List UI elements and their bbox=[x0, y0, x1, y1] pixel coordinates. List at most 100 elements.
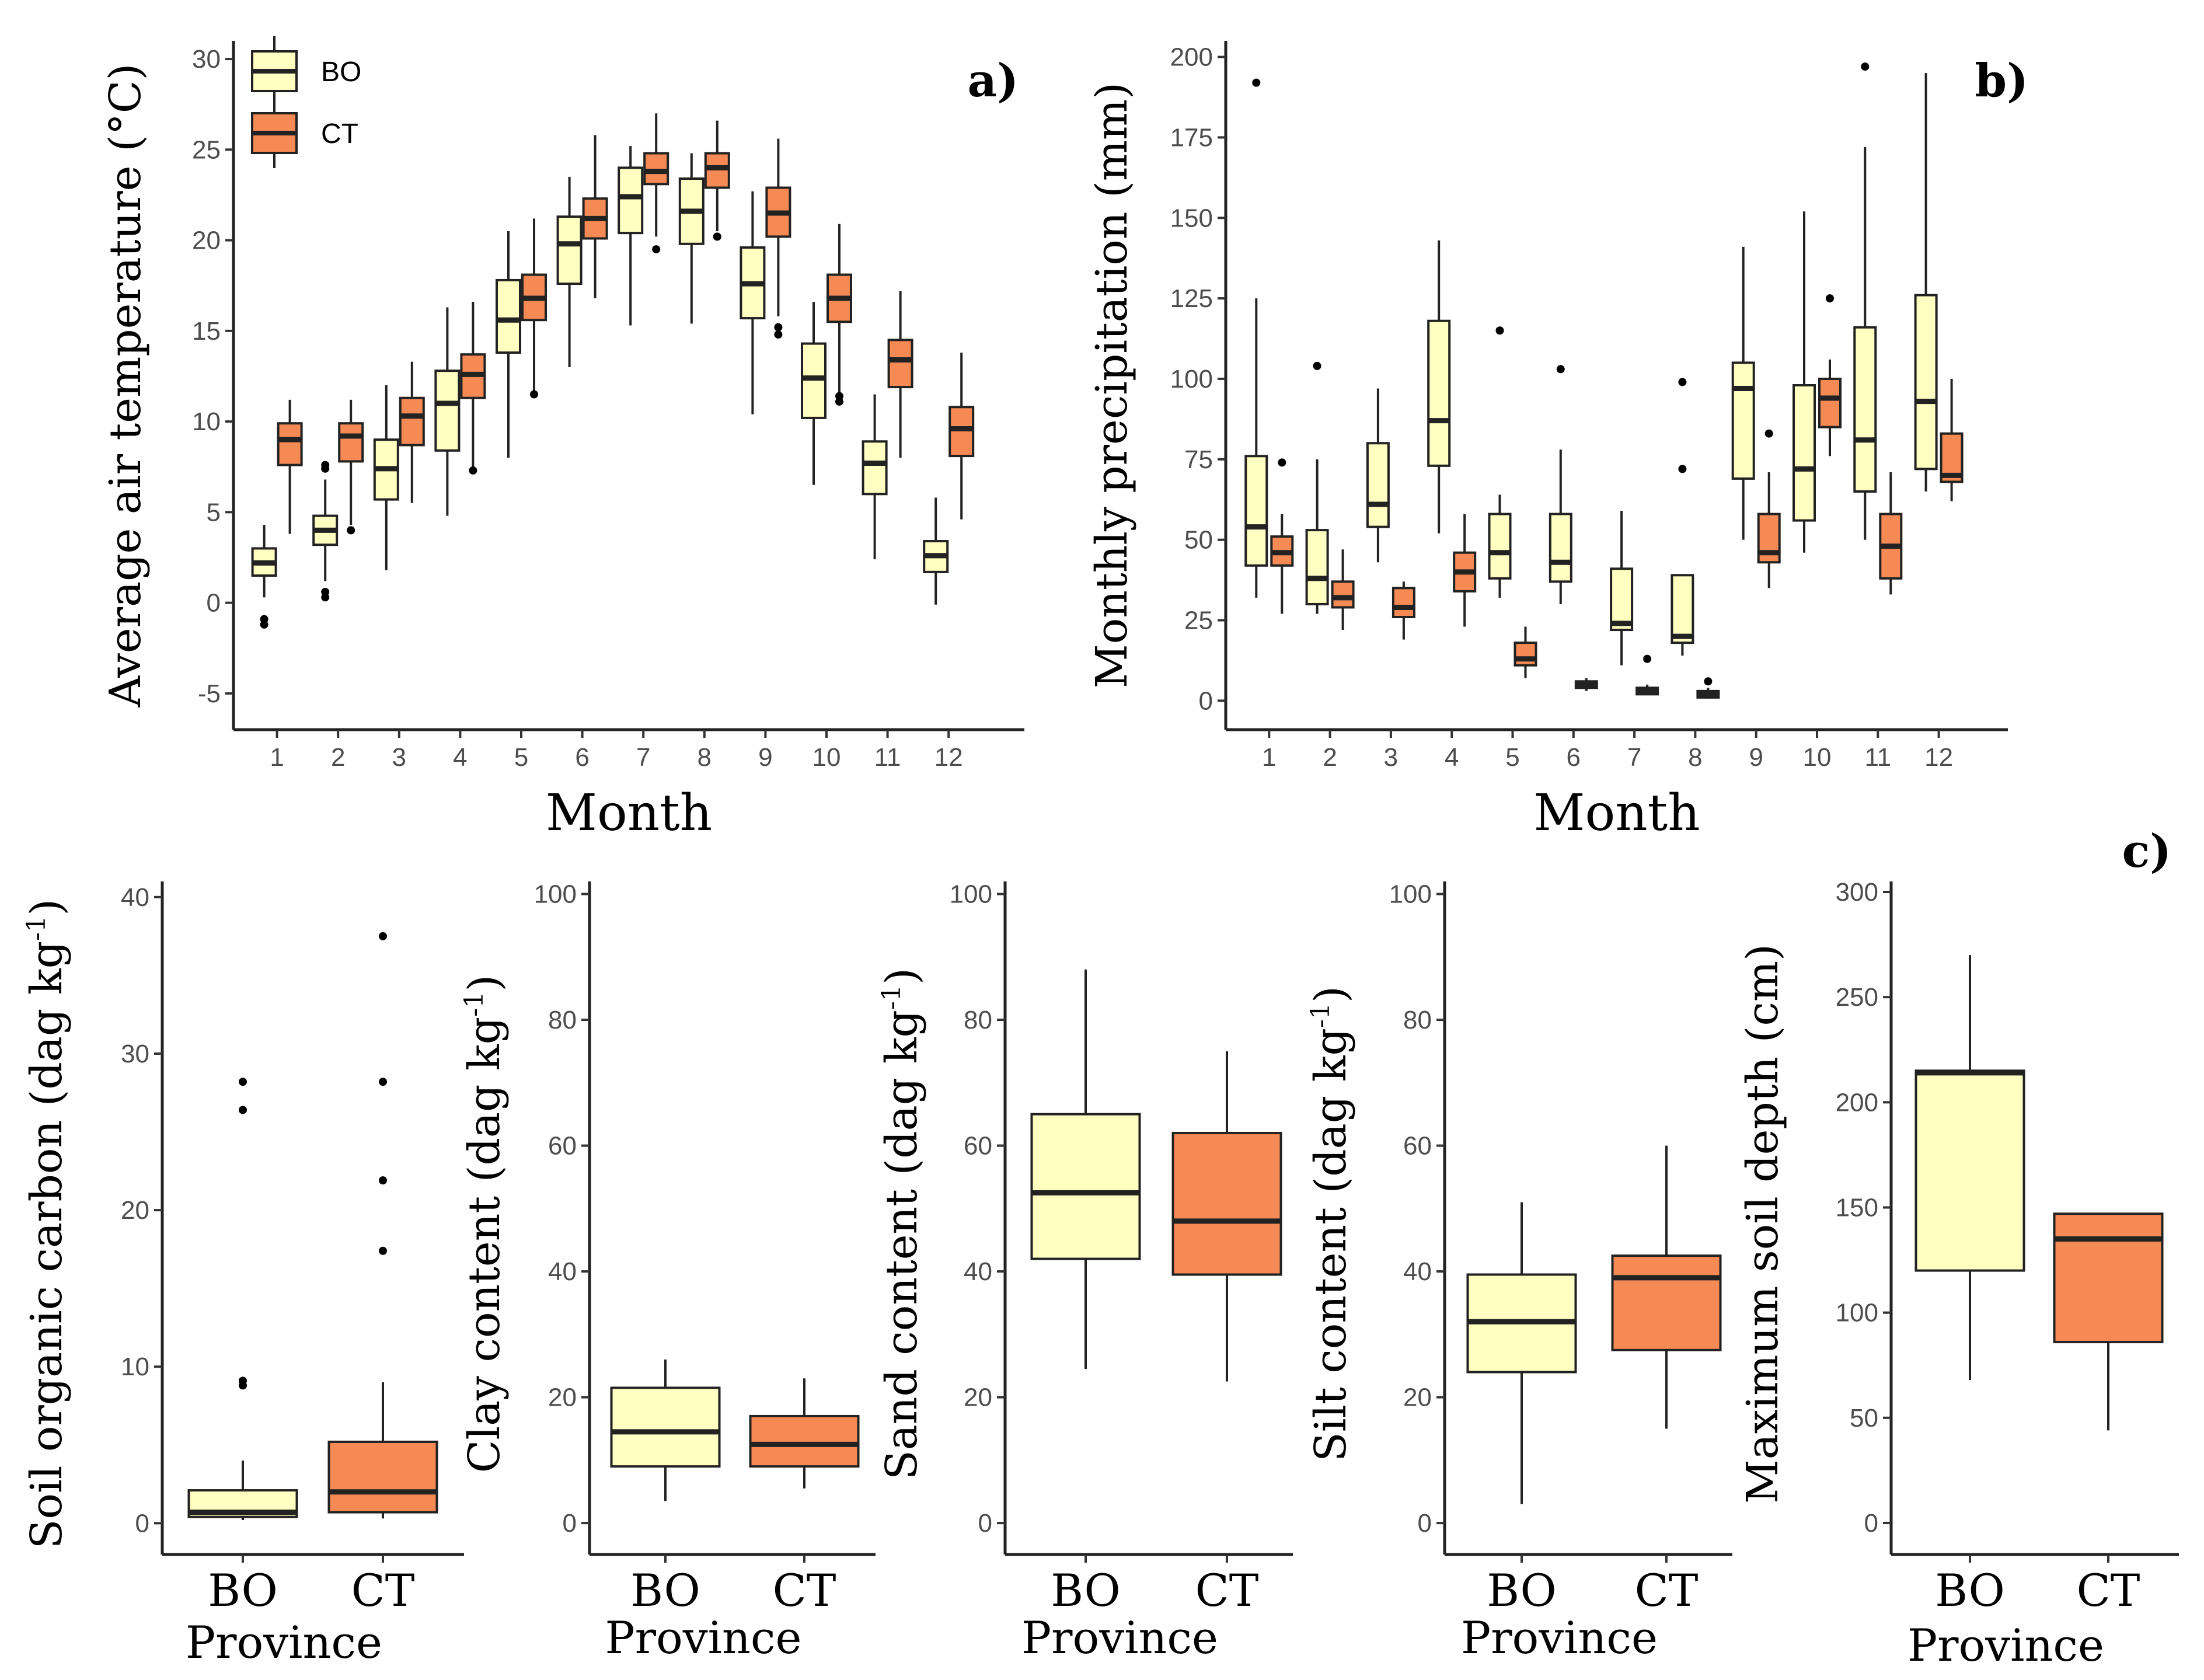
x-tick-label: 9 bbox=[758, 743, 772, 772]
y-tick-label: 40 bbox=[964, 1257, 992, 1286]
box-ct-outlier bbox=[379, 1176, 387, 1185]
box-ct-month-1-outlier bbox=[1278, 458, 1286, 467]
x-tick-label: 4 bbox=[453, 743, 467, 772]
y-tick-label: 40 bbox=[548, 1257, 577, 1286]
y-tick-label: 100 bbox=[1170, 365, 1213, 393]
box-bo-month-8-outlier bbox=[1678, 465, 1687, 473]
y-tick-label: 20 bbox=[121, 1196, 149, 1225]
y-tick-label: -5 bbox=[198, 679, 221, 708]
box-ct-month-10-outlier bbox=[835, 392, 843, 400]
y-tick-label: 40 bbox=[121, 883, 149, 912]
x-tick-label: 4 bbox=[1445, 743, 1459, 772]
y-tick-label: 60 bbox=[964, 1132, 992, 1160]
x-tick-label: 2 bbox=[331, 743, 345, 772]
y-tick-label: 15 bbox=[192, 317, 221, 346]
box-bo-month-2-outlier bbox=[321, 588, 330, 596]
y-axis-title-superscript: -1 bbox=[459, 992, 489, 1017]
box-ct-box bbox=[749, 1414, 860, 1468]
y-tick-label: 10 bbox=[121, 1353, 149, 1381]
y-tick-label: 0 bbox=[1864, 1509, 1878, 1538]
box-ct-month-9-outlier bbox=[774, 323, 783, 332]
y-tick-label: 20 bbox=[192, 226, 221, 255]
box-bo-month-11-box bbox=[862, 440, 888, 496]
y-tick-label: 5 bbox=[207, 498, 221, 527]
box-ct-month-2-box bbox=[338, 422, 364, 463]
x-axis-title: Province bbox=[186, 1616, 382, 1668]
x-tick-label: 7 bbox=[1627, 743, 1641, 772]
x-tick-label: 3 bbox=[1384, 743, 1398, 772]
box-ct-box bbox=[2053, 1212, 2164, 1344]
box-bo-month-1-outlier bbox=[1252, 78, 1261, 87]
y-tick-label: 75 bbox=[1184, 445, 1213, 474]
box-bo-month-10-box bbox=[801, 342, 827, 419]
y-axis-title-text: Silt content (dag kg bbox=[1306, 1028, 1356, 1462]
y-tick-label: 30 bbox=[192, 45, 221, 74]
box-ct-month-8-outlier bbox=[1704, 677, 1713, 686]
x-tick-label: 9 bbox=[1749, 743, 1763, 772]
x-tick-label-ct: CT bbox=[1635, 1564, 1699, 1616]
y-axis-title: Maximum soil depth (cm) bbox=[1738, 944, 1788, 1504]
box-ct-box bbox=[1611, 1254, 1722, 1351]
box-bo-month-8-outlier bbox=[1678, 378, 1687, 386]
x-tick-label-bo: BO bbox=[1935, 1564, 2005, 1616]
box-ct-outlier bbox=[379, 932, 387, 940]
y-tick-label: 20 bbox=[1403, 1383, 1432, 1412]
y-tick-label: 60 bbox=[1403, 1132, 1432, 1160]
box-bo-month-11-outlier bbox=[1861, 62, 1870, 71]
box-bo-month-5-box bbox=[496, 278, 521, 354]
box-bo-month-10-box bbox=[1793, 384, 1816, 522]
legend: BO CT bbox=[251, 36, 361, 168]
x-tick-label: 8 bbox=[1688, 743, 1702, 772]
y-axis-title-text: Average air temperature (°C) bbox=[100, 64, 151, 708]
x-tick-label: 10 bbox=[812, 743, 841, 772]
box-bo-outlier bbox=[239, 1078, 247, 1086]
x-tick-label-ct: CT bbox=[1195, 1564, 1259, 1616]
y-tick-label: 10 bbox=[192, 407, 221, 436]
y-tick-label: 80 bbox=[1403, 1006, 1432, 1034]
x-tick-label: 6 bbox=[575, 743, 589, 772]
y-axis-title-superscript: -1 bbox=[877, 985, 906, 1010]
y-axis-title-text: Clay content (dag kg bbox=[459, 1017, 510, 1473]
x-axis-title: Province bbox=[1461, 1612, 1658, 1664]
y-axis-title-text: Sand content (dag kg bbox=[877, 1010, 927, 1480]
y-tick-label: 0 bbox=[978, 1509, 992, 1538]
box-ct-month-2-outlier bbox=[347, 526, 355, 535]
x-tick-label: 1 bbox=[270, 743, 284, 772]
box-bo-month-7-box bbox=[618, 166, 644, 235]
box-ct-box bbox=[1171, 1132, 1282, 1276]
x-tick-label: 11 bbox=[1864, 743, 1891, 772]
x-tick-label: 11 bbox=[874, 743, 901, 772]
x-tick-label: 5 bbox=[514, 743, 528, 772]
x-tick-label: 12 bbox=[934, 743, 963, 772]
y-tick-label: 50 bbox=[1184, 526, 1213, 555]
box-bo-month-8-box bbox=[1671, 574, 1694, 644]
y-axis-title-tail: ) bbox=[1306, 986, 1356, 1003]
y-axis-title-superscript: -1 bbox=[1306, 1003, 1335, 1028]
y-tick-label: 200 bbox=[1836, 1088, 1878, 1117]
y-tick-label: 60 bbox=[548, 1132, 577, 1160]
box-ct-month-10-outlier bbox=[1826, 294, 1834, 303]
box-bo-month-1-outlier bbox=[260, 620, 268, 629]
box-bo-box bbox=[1030, 1113, 1141, 1260]
box-bo-month-4-box bbox=[434, 370, 461, 452]
panel-label-c: c) bbox=[2122, 825, 2171, 878]
y-tick-label: 150 bbox=[1170, 204, 1213, 232]
box-ct-month-3-box bbox=[1392, 587, 1415, 619]
box-bo-box bbox=[1914, 1069, 2025, 1272]
box-ct-month-9-outlier bbox=[774, 330, 783, 339]
x-tick-label: 12 bbox=[1924, 743, 1953, 772]
box-ct-month-7-box bbox=[643, 152, 669, 186]
x-tick-label: 2 bbox=[1323, 743, 1337, 772]
box-bo-month-6-box bbox=[1549, 513, 1572, 583]
y-axis-title: Sand content (dag kg-1) bbox=[877, 968, 927, 1480]
x-axis-title: Province bbox=[1021, 1612, 1218, 1664]
y-tick-label: 80 bbox=[964, 1006, 992, 1034]
x-axis-title: Month bbox=[546, 784, 712, 842]
x-tick-label: 5 bbox=[1505, 743, 1519, 772]
box-ct-month-7-outlier bbox=[652, 245, 661, 254]
